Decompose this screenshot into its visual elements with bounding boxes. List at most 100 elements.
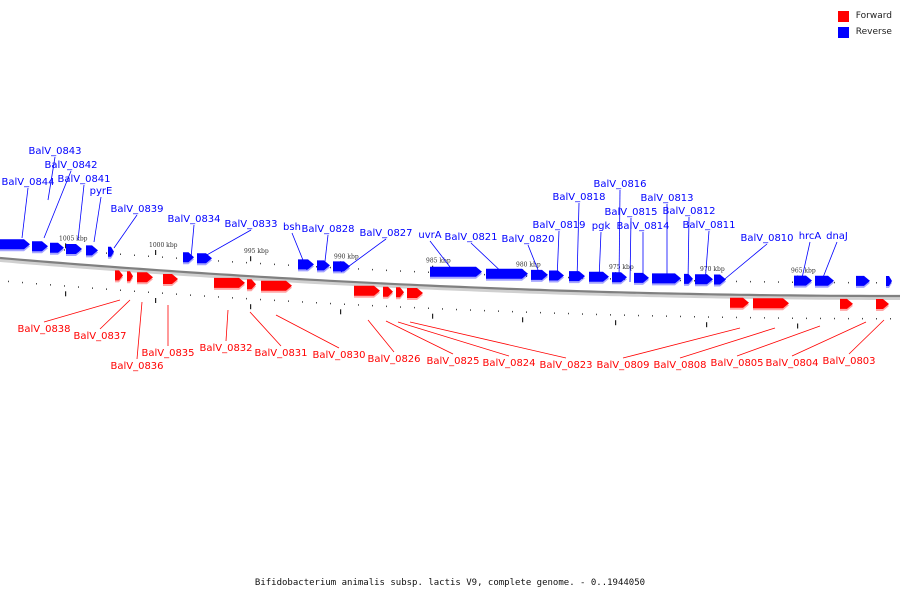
- gene-label[interactable]: BalV_0832: [199, 343, 252, 354]
- reverse-gene-arrow[interactable]: [108, 246, 114, 257]
- minor-tick-bottom: [218, 296, 219, 298]
- reverse-gene-arrow[interactable]: [695, 274, 713, 285]
- minor-tick-bottom: [708, 316, 709, 318]
- minor-tick-top: [834, 281, 835, 284]
- forward-gene-arrow[interactable]: [247, 279, 256, 290]
- gene-label[interactable]: pgk: [592, 221, 611, 232]
- forward-gene-arrow[interactable]: [396, 287, 404, 298]
- reverse-gene-arrow[interactable]: [50, 242, 64, 253]
- reverse-gene-arrow[interactable]: [549, 270, 564, 281]
- forward-gene-arrow[interactable]: [383, 286, 393, 297]
- forward-gene-arrow[interactable]: [354, 285, 380, 296]
- reverse-gene-arrow[interactable]: [652, 273, 681, 284]
- gene-label[interactable]: BalV_0813: [640, 193, 693, 204]
- gene-label[interactable]: BalV_0827: [359, 228, 412, 239]
- gene-label[interactable]: BalV_0831: [254, 348, 307, 359]
- gene-label[interactable]: BalV_0828: [301, 224, 354, 235]
- reverse-gene-arrow[interactable]: [32, 241, 48, 252]
- minor-tick-top: [610, 278, 611, 280]
- gene-label[interactable]: BalV_0830: [312, 350, 365, 361]
- gene-label[interactable]: BalV_0804: [765, 358, 818, 369]
- minor-tick-bottom: [92, 287, 93, 289]
- forward-gene-arrow[interactable]: [163, 274, 178, 284]
- gene-label[interactable]: BalV_0843: [28, 146, 81, 157]
- gene-label[interactable]: BalV_0834: [167, 214, 220, 225]
- gene-label[interactable]: uvrA: [418, 230, 441, 241]
- gene-label[interactable]: BalV_0812: [662, 206, 715, 217]
- reverse-gene-arrow[interactable]: [66, 244, 82, 254]
- minor-tick-top: [120, 253, 121, 255]
- minor-tick-bottom: [260, 298, 261, 301]
- minor-tick-top: [386, 269, 387, 272]
- gene-label[interactable]: BalV_0820: [501, 234, 554, 245]
- reverse-gene-arrow[interactable]: [886, 276, 892, 286]
- gene-label[interactable]: BalV_0818: [552, 192, 605, 203]
- gene-label[interactable]: BalV_0839: [110, 204, 163, 215]
- gene-label[interactable]: bsh: [283, 222, 301, 233]
- leader-line: [848, 319, 885, 355]
- reverse-gene-arrow[interactable]: [183, 252, 194, 263]
- reverse-gene-arrow[interactable]: [430, 266, 482, 277]
- forward-gene-arrow[interactable]: [840, 298, 853, 309]
- reverse-gene-arrow[interactable]: [298, 259, 314, 270]
- reverse-gene-arrow[interactable]: [684, 273, 693, 284]
- leader-line: [622, 327, 741, 359]
- reverse-gene-arrow[interactable]: [815, 275, 834, 286]
- forward-gene-arrow[interactable]: [753, 298, 789, 309]
- gene-label[interactable]: BalV_0841: [57, 174, 110, 185]
- reverse-gene-arrow[interactable]: [197, 253, 212, 264]
- gene-label[interactable]: BalV_0844: [1, 177, 54, 188]
- leader-line: [43, 170, 72, 239]
- forward-gene-arrow[interactable]: [730, 297, 749, 308]
- gene-label[interactable]: pyrE: [90, 186, 113, 197]
- gene-label[interactable]: BalV_0821: [444, 232, 497, 243]
- gene-label[interactable]: BalV_0833: [224, 219, 277, 230]
- reverse-gene-arrow[interactable]: [714, 274, 726, 285]
- gene-label[interactable]: BalV_0842: [44, 160, 97, 171]
- forward-gene-arrow[interactable]: [137, 272, 153, 283]
- reverse-gene-arrow[interactable]: [86, 245, 98, 256]
- gene-label[interactable]: dnaJ: [826, 231, 848, 242]
- reverse-gene-arrow[interactable]: [317, 260, 330, 271]
- reverse-gene-arrow[interactable]: [612, 272, 627, 283]
- legend-label-forward: Forward: [855, 11, 892, 21]
- gene-label[interactable]: BalV_0810: [740, 233, 793, 244]
- gene-label[interactable]: BalV_0836: [110, 361, 163, 372]
- forward-gene-arrow[interactable]: [127, 271, 133, 282]
- gene-label[interactable]: BalV_0808: [653, 360, 706, 371]
- minor-tick-bottom: [50, 284, 51, 286]
- minor-tick-bottom: [302, 301, 303, 303]
- reverse-gene-arrow[interactable]: [634, 272, 649, 283]
- gene-label[interactable]: BalV_0825: [426, 356, 479, 367]
- gene-label[interactable]: BalV_0805: [710, 358, 763, 369]
- reverse-gene-arrow[interactable]: [531, 269, 548, 280]
- reverse-gene-arrow[interactable]: [794, 275, 812, 286]
- gene-label[interactable]: BalV_0809: [596, 360, 649, 371]
- minor-tick-bottom: [22, 281, 23, 284]
- gene-label[interactable]: BalV_0837: [73, 331, 126, 342]
- reverse-gene-arrow[interactable]: [0, 239, 30, 250]
- forward-gene-arrow[interactable]: [115, 270, 123, 281]
- gene-label[interactable]: BalV_0826: [367, 354, 420, 365]
- gene-label[interactable]: BalV_0835: [141, 348, 194, 359]
- gene-label[interactable]: BalV_0824: [482, 358, 535, 369]
- reverse-gene-arrow[interactable]: [486, 268, 528, 279]
- leader-line: [618, 189, 621, 283]
- reverse-gene-arrow[interactable]: [856, 275, 870, 286]
- forward-gene-arrow[interactable]: [261, 280, 292, 291]
- gene-label[interactable]: BalV_0814: [616, 221, 669, 232]
- forward-gene-arrow[interactable]: [214, 277, 245, 288]
- gene-label[interactable]: BalV_0815: [604, 207, 657, 218]
- gene-label[interactable]: BalV_0823: [539, 360, 592, 371]
- gene-label[interactable]: hrcA: [799, 231, 822, 242]
- leader-line: [291, 232, 308, 271]
- forward-gene-arrow[interactable]: [876, 299, 889, 309]
- leader-line: [190, 224, 195, 259]
- gene-label[interactable]: BalV_0816: [593, 179, 646, 190]
- gene-label[interactable]: BalV_0819: [532, 220, 585, 231]
- forward-gene-arrow[interactable]: [407, 288, 423, 298]
- minor-tick-top: [568, 276, 569, 279]
- gene-label[interactable]: BalV_0838: [17, 324, 70, 335]
- gene-label[interactable]: BalV_0811: [682, 220, 735, 231]
- gene-label[interactable]: BalV_0803: [822, 356, 875, 367]
